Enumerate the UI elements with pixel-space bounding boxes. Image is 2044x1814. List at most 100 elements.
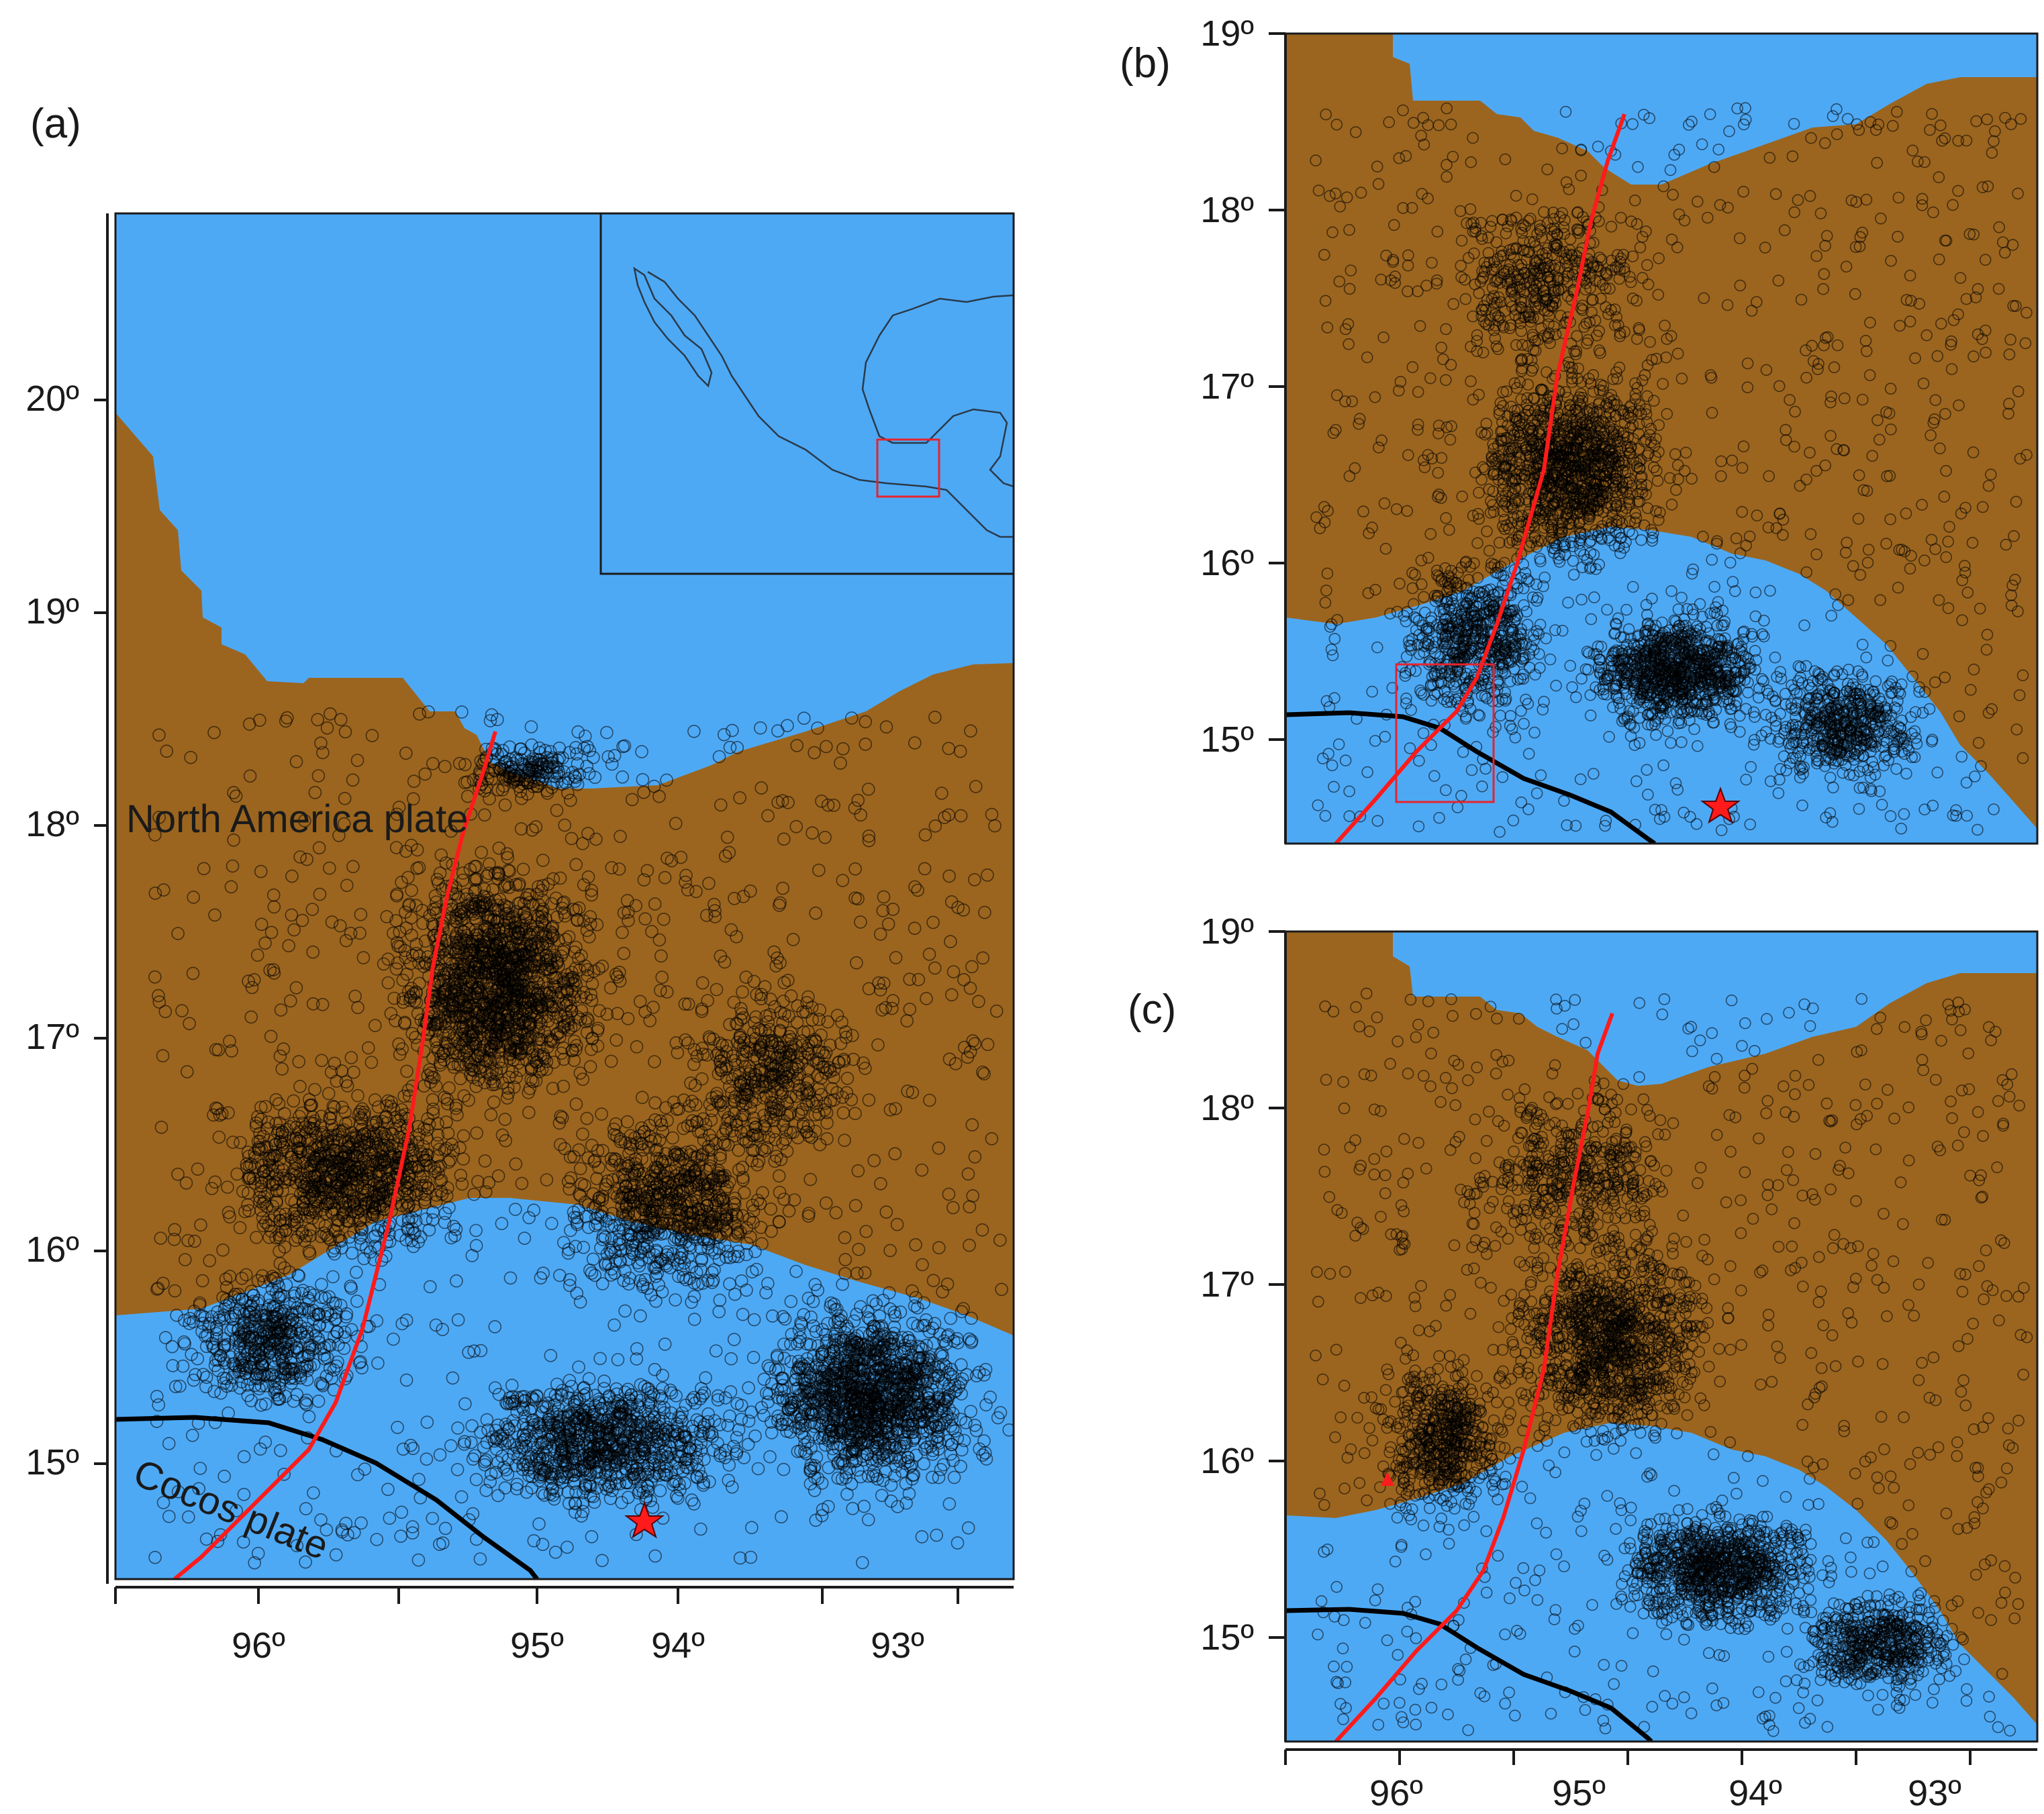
epicenter-marker	[443, 1153, 457, 1167]
epicenter-marker	[454, 905, 468, 919]
epicenter-marker	[333, 1233, 347, 1247]
epicenter-marker	[527, 1009, 541, 1023]
epicenter-marker	[335, 1241, 349, 1255]
epicenter-marker	[532, 1025, 546, 1038]
epicenter-marker	[456, 1129, 471, 1143]
epicenter-marker	[448, 985, 461, 999]
epicenter-marker	[269, 1093, 283, 1107]
epicenter-marker	[380, 1099, 394, 1113]
epicenter-marker	[402, 899, 416, 913]
epicenter-marker	[322, 1087, 336, 1101]
epicenter-marker	[503, 1044, 518, 1058]
epicenter-marker	[514, 1047, 528, 1060]
epicenter-marker	[303, 1229, 318, 1243]
epicenter-marker	[446, 936, 460, 949]
epicenter-marker	[470, 928, 484, 942]
epicenter-marker	[456, 1025, 469, 1038]
epicenter-marker	[581, 963, 595, 976]
epicenter-marker	[450, 977, 465, 991]
epicenter-marker	[554, 1025, 568, 1039]
epicenter-marker	[556, 997, 571, 1010]
epicenter-marker	[541, 877, 555, 891]
epicenter-marker	[498, 878, 512, 892]
epicenter-marker	[454, 938, 468, 951]
epicenter-marker	[585, 993, 599, 1007]
epicenter-marker	[432, 1166, 445, 1180]
epicenter-marker	[456, 873, 470, 887]
epicenter-marker	[497, 921, 510, 936]
epicenter-marker	[465, 893, 479, 906]
epicenter-marker	[429, 1016, 443, 1030]
epicenter-marker	[547, 1056, 561, 1069]
epicenter-marker	[308, 1170, 322, 1185]
epicenter-marker	[561, 1017, 575, 1031]
epicenter-marker	[434, 1050, 448, 1063]
epicenter-marker	[275, 1138, 289, 1152]
epicenter-marker	[297, 1184, 310, 1197]
epicenter-marker	[454, 1168, 468, 1182]
epicenter-marker	[430, 1136, 444, 1150]
panel-a-label: (a)	[30, 101, 81, 147]
epicenter-marker	[546, 971, 561, 985]
epicenter-marker	[517, 947, 531, 960]
epicenter-marker	[249, 1119, 263, 1133]
epicenter-marker	[585, 977, 599, 991]
epicenter-marker	[583, 1060, 597, 1074]
epicenter-marker	[475, 943, 489, 957]
epicenter-marker	[409, 899, 423, 912]
epicenter-marker	[570, 1039, 583, 1052]
epicenter-marker	[463, 1025, 477, 1039]
epicenter-marker	[585, 888, 599, 902]
epicenter-marker	[491, 866, 505, 879]
epicenter-marker	[262, 1231, 276, 1244]
epicenter-marker	[613, 974, 627, 988]
epicenter-marker	[487, 1095, 501, 1109]
epicenter-marker	[438, 963, 452, 976]
epicenter-marker	[498, 1003, 512, 1017]
epicenter-marker	[381, 952, 395, 966]
epicenter-marker	[223, 1210, 237, 1224]
epicenter-marker	[453, 933, 467, 946]
epicenter-marker	[389, 1111, 403, 1124]
epicenter-marker	[412, 956, 426, 970]
epicenter-marker	[250, 1231, 263, 1244]
epicenter-marker	[398, 1017, 411, 1030]
epicenter-marker	[327, 1223, 341, 1237]
epicenter-marker	[430, 1017, 444, 1031]
epicenter-marker	[489, 903, 503, 917]
epicenter-marker	[480, 1020, 493, 1034]
epicenter-marker	[434, 1017, 448, 1031]
epicenter-marker	[528, 936, 542, 950]
epicenter-marker	[568, 985, 582, 999]
epicenter-marker	[483, 857, 496, 871]
epicenter-marker	[426, 903, 440, 916]
epicenter-marker	[273, 1116, 287, 1130]
epicenter-marker	[500, 1091, 514, 1105]
epicenter-marker	[443, 964, 457, 978]
epicenter-marker	[407, 1240, 420, 1254]
epicenter-marker	[472, 966, 486, 980]
epicenter-marker	[302, 1244, 316, 1258]
epicenter-marker	[508, 921, 522, 934]
epicenter-marker	[501, 1013, 515, 1027]
epicenter-marker	[387, 926, 400, 940]
epicenter-marker	[471, 983, 485, 997]
epicenter-marker	[532, 1040, 546, 1054]
epicenter-marker	[405, 1027, 420, 1040]
epicenter-marker	[549, 1000, 563, 1014]
epicenter-marker	[538, 930, 552, 944]
epicenter-marker	[493, 962, 507, 976]
epicenter-marker	[530, 987, 544, 1001]
epicenter-marker	[454, 964, 469, 978]
epicenter-marker	[381, 976, 395, 990]
epicenter-marker	[478, 1154, 492, 1168]
epicenter-marker	[326, 1244, 340, 1258]
epicenter-marker	[430, 1033, 444, 1047]
epicenter-marker	[457, 1089, 471, 1103]
epicenter-marker	[466, 899, 480, 913]
epicenter-marker	[499, 900, 514, 913]
epicenter-marker	[518, 940, 532, 954]
epicenter-marker	[432, 993, 446, 1006]
epicenter-marker	[530, 952, 543, 966]
epicenter-marker	[491, 872, 505, 885]
